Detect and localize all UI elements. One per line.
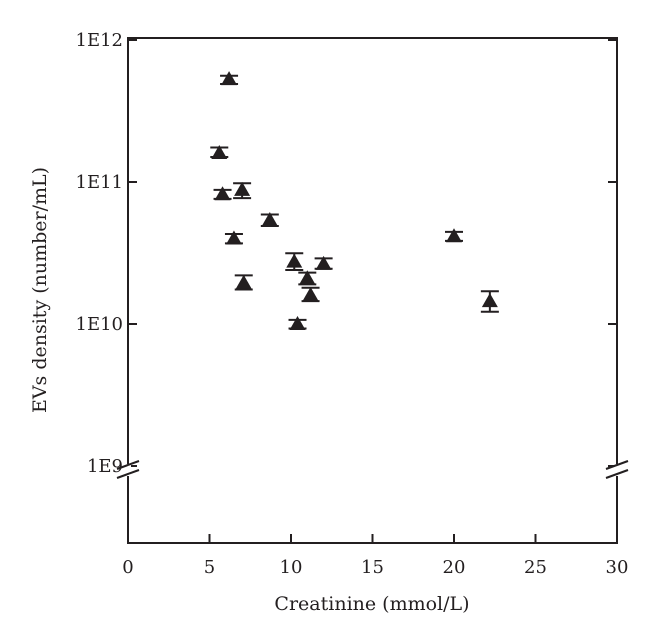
data-point-group [288, 316, 307, 330]
data-point-triangle [225, 230, 242, 245]
y-tick-label: 1E10 [76, 314, 124, 335]
x-axis-title: Creatinine (mmol/L) [274, 593, 469, 615]
x-tick-label: 10 [280, 557, 303, 578]
data-point-group [224, 230, 243, 245]
data-point-group [234, 274, 253, 291]
x-tick-label: 25 [524, 557, 547, 578]
data-points [210, 71, 499, 330]
data-point-triangle [221, 71, 238, 86]
data-point-group [210, 145, 229, 160]
data-point-triangle [211, 145, 228, 160]
data-point-triangle [234, 181, 251, 196]
data-point-triangle [299, 270, 316, 285]
axis-break-slash [116, 469, 140, 479]
tick-labels: 0 5 10 15 20 25 30 1E9 1E10 1E11 1E12 [76, 30, 629, 578]
data-point-group [285, 252, 304, 272]
axis-break-slash [116, 460, 140, 470]
x-tick-label: 0 [122, 557, 133, 578]
x-tick-label: 20 [443, 557, 466, 578]
axis-break-slash [605, 469, 629, 479]
data-point-group [301, 286, 320, 303]
axis-break-slash [605, 460, 629, 470]
y-tick-label: 1E11 [76, 172, 124, 193]
plot-frame [127, 37, 618, 544]
y-tick-label: 1E9 [87, 456, 123, 477]
axis-ticks [127, 39, 618, 543]
data-point-triangle [481, 293, 498, 308]
data-point-group [220, 71, 239, 86]
data-point-triangle [214, 186, 231, 201]
y-axis-title: EVs density (number/mL) [29, 167, 51, 413]
data-point-triangle [289, 316, 306, 330]
data-point-group [314, 255, 333, 270]
data-point-triangle [302, 287, 319, 302]
data-point-triangle [286, 253, 303, 268]
data-point-triangle [315, 255, 332, 270]
data-point-group [298, 270, 317, 286]
data-point-triangle [235, 274, 252, 289]
axis-break-gap [125, 464, 131, 476]
data-point-triangle [446, 228, 462, 243]
data-point-triangle [261, 212, 278, 227]
x-tick-label: 15 [361, 557, 384, 578]
data-point-group [233, 181, 252, 200]
data-point-group [213, 186, 232, 201]
data-point-group [480, 290, 499, 313]
data-point-group [445, 228, 463, 243]
y-tick-label: 1E12 [76, 30, 124, 51]
x-tick-label: 30 [606, 557, 629, 578]
plot-area-border [127, 37, 618, 544]
data-point-group [260, 212, 279, 227]
axis-break-gap [614, 464, 620, 476]
x-tick-label: 5 [204, 557, 215, 578]
axis-break-marks [116, 460, 629, 479]
